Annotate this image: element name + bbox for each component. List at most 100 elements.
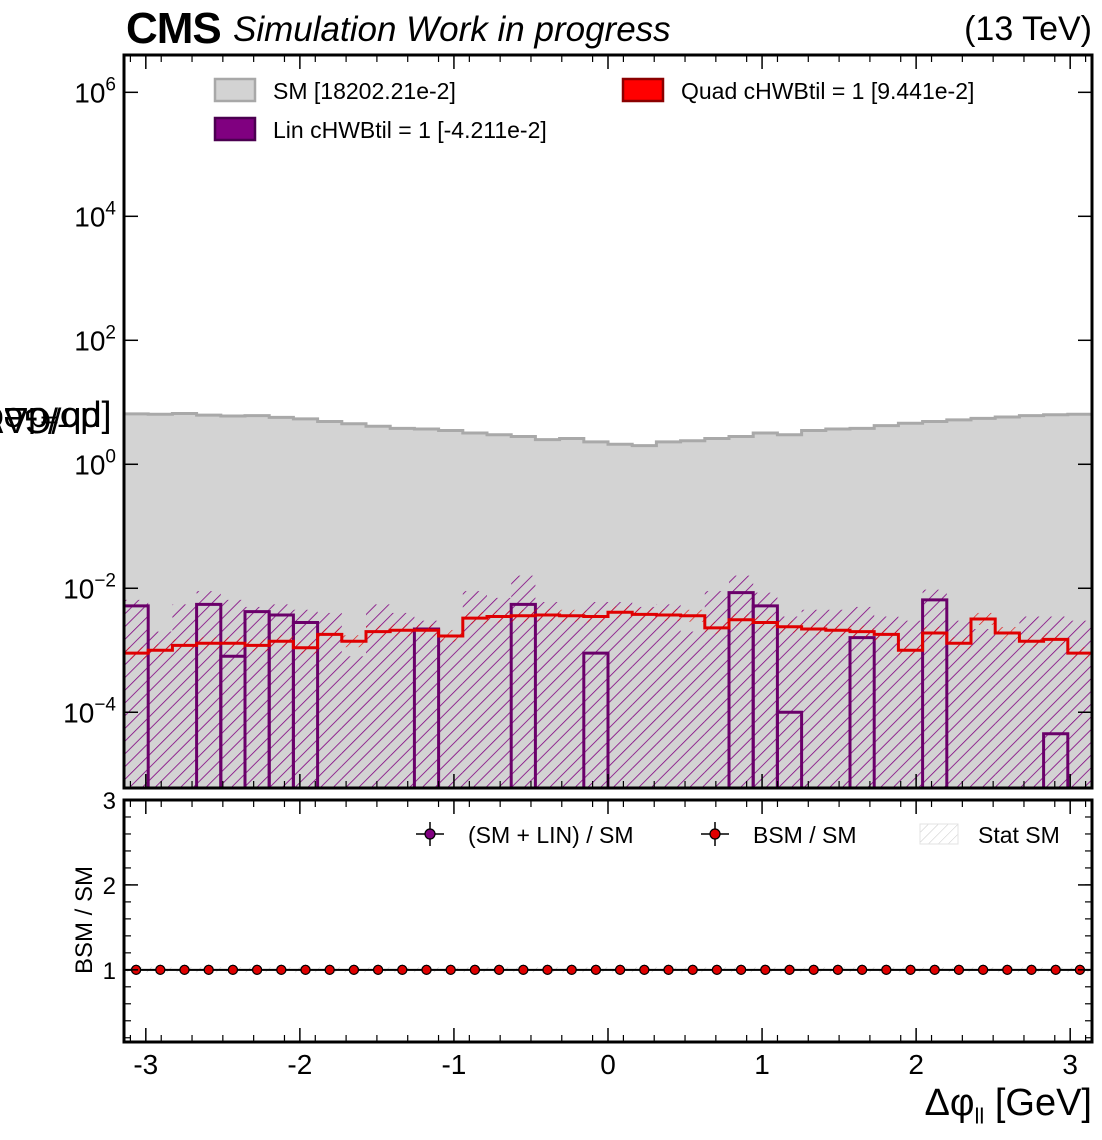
x-tick-label: 3 [1062, 1049, 1078, 1080]
ratio-bsm-point [663, 964, 674, 975]
quad-histogram-line [124, 610, 1092, 655]
ratio-bsm-point [542, 964, 553, 975]
lin-uncertainty-band [874, 616, 899, 788]
lin-uncertainty-band [341, 656, 366, 788]
lin-uncertainty-band [608, 602, 633, 788]
lin-histogram-bar [751, 604, 779, 788]
lin-uncertainty-band [1067, 620, 1092, 788]
energy-label: (13 TeV) [964, 10, 1092, 48]
top-panel: 10−4 10−2 100 102 104 106 SM [18202.21e-2] Quad… [63, 53, 1094, 790]
lin-uncertainty-band [971, 629, 996, 788]
ratio-bsm-point [397, 964, 408, 975]
lin-histogram-bar [921, 598, 949, 788]
legend-label: SM [18202.21e-2] [273, 78, 456, 104]
lin-uncertainty-band [487, 597, 512, 788]
ratio-bsm-point [469, 964, 480, 975]
lin-uncertainty-band [583, 602, 608, 788]
lin-uncertainty-band [729, 575, 754, 788]
lin-uncertainty-band [632, 606, 657, 788]
lin-uncertainty-band [535, 602, 560, 788]
lin-uncertainty-band [317, 612, 342, 788]
lin-uncertainty-band [414, 620, 439, 788]
x-tick-label: 1 [754, 1049, 770, 1080]
legend-label: Quad cHWBtil = 1 [9.441e-2] [681, 78, 974, 104]
lin-uncertainty-band [438, 639, 463, 788]
lin-uncertainty-band [293, 609, 318, 788]
lin-uncertainty-band [801, 609, 826, 788]
lin-uncertainty-band [922, 589, 947, 788]
lin-uncertainty-band [995, 639, 1020, 788]
lin-uncertainty-band [172, 604, 197, 788]
ratio-legend-label: (SM + LIN) / SM [468, 822, 634, 848]
lin-uncertainty-band [559, 612, 584, 788]
ratio-bsm-point [179, 964, 190, 975]
ratio-bsm-point [953, 964, 965, 975]
ratio-bsm-point [252, 964, 263, 975]
ratio-bsm-point [324, 964, 335, 975]
ratio-panel-frame [122, 798, 1094, 1044]
ratio-bsm-point [421, 964, 432, 975]
y-tick-label: 10−2 [63, 570, 116, 604]
lin-uncertainty-band [656, 604, 681, 788]
ratio-bsm-point [1050, 964, 1061, 975]
ratio-panel: -3 -2 -1 0 1 2 3 1 2 3 (SM + LIN) / SM BSM / SM Stat… [103, 788, 1094, 1080]
ratio-bsm-point [445, 964, 456, 975]
legend-swatch [621, 77, 665, 103]
lin-uncertainty-band [511, 575, 536, 788]
lin-uncertainty-band [777, 616, 802, 788]
ratio-bsm-point [735, 964, 747, 975]
ratio-legend-swatch [919, 823, 959, 845]
ratio-bsm-point [566, 964, 577, 975]
ratio-legend-label: BSM / SM [753, 822, 857, 848]
lin-uncertainty-band [245, 606, 270, 788]
lin-uncertainty-band [124, 599, 149, 788]
ratio-legend-marker [709, 828, 721, 840]
ratio-bsm-point [1026, 964, 1037, 975]
ratio-bsm-point [760, 964, 771, 975]
ratio-y-tick-label: 2 [103, 873, 116, 900]
lin-histogram-bar [124, 604, 150, 788]
ratio-bsm-point [832, 964, 844, 975]
lin-histogram-bar [775, 710, 804, 788]
x-tick-label: -3 [133, 1049, 158, 1080]
lin-uncertainty-band [148, 631, 173, 788]
sm-histogram-line [124, 411, 1092, 448]
ratio-bsm-point [300, 964, 311, 975]
ratio-bsm-point [711, 964, 723, 975]
ratio-bsm-point [276, 964, 287, 975]
ratio-bsm-point [155, 964, 166, 975]
y-tick-label: 104 [74, 198, 116, 232]
x-tick-label: 2 [908, 1049, 924, 1080]
ratio-bsm-point [518, 964, 529, 975]
x-tick-label: 0 [600, 1049, 616, 1080]
x-axis-label: Δφll [GeV] [924, 1082, 1092, 1129]
ratio-bsm-point [614, 964, 626, 975]
lin-uncertainty-band [704, 591, 729, 788]
subtitle-label: Simulation Work in progress [233, 10, 671, 49]
lin-uncertainty-band [825, 609, 850, 788]
x-tick-label: -2 [287, 1049, 312, 1080]
y-tick-label: 106 [74, 74, 116, 108]
ratio-bsm-point [784, 964, 795, 975]
experiment-label: CMS [126, 4, 222, 53]
lin-uncertainty-band [390, 612, 415, 788]
ratio-y-tick-label: 3 [103, 788, 116, 815]
ratio-bsm-point [639, 964, 650, 975]
ratio-bsm-point [203, 964, 214, 975]
legend-label: Lin cHWBtil = 1 [-4.211e-2] [273, 117, 547, 143]
legend-swatch [213, 116, 257, 142]
lin-histogram-bar [291, 621, 320, 788]
ratio-bsm-point [929, 964, 940, 975]
lin-uncertainty-band [196, 591, 221, 788]
lin-histogram-bar [848, 636, 876, 788]
ratio-legend-marker [424, 828, 436, 840]
y-tick-label: 102 [74, 322, 116, 356]
lin-uncertainty-band [680, 631, 705, 788]
lin-uncertainty-band [269, 604, 294, 788]
ratio-bsm-point [905, 964, 916, 975]
ratio-y-tick-label: 1 [103, 958, 116, 985]
ratio-bsm-point [1002, 964, 1013, 975]
ratio-bsm-point [494, 964, 505, 975]
lin-uncertainty-band [220, 599, 245, 788]
